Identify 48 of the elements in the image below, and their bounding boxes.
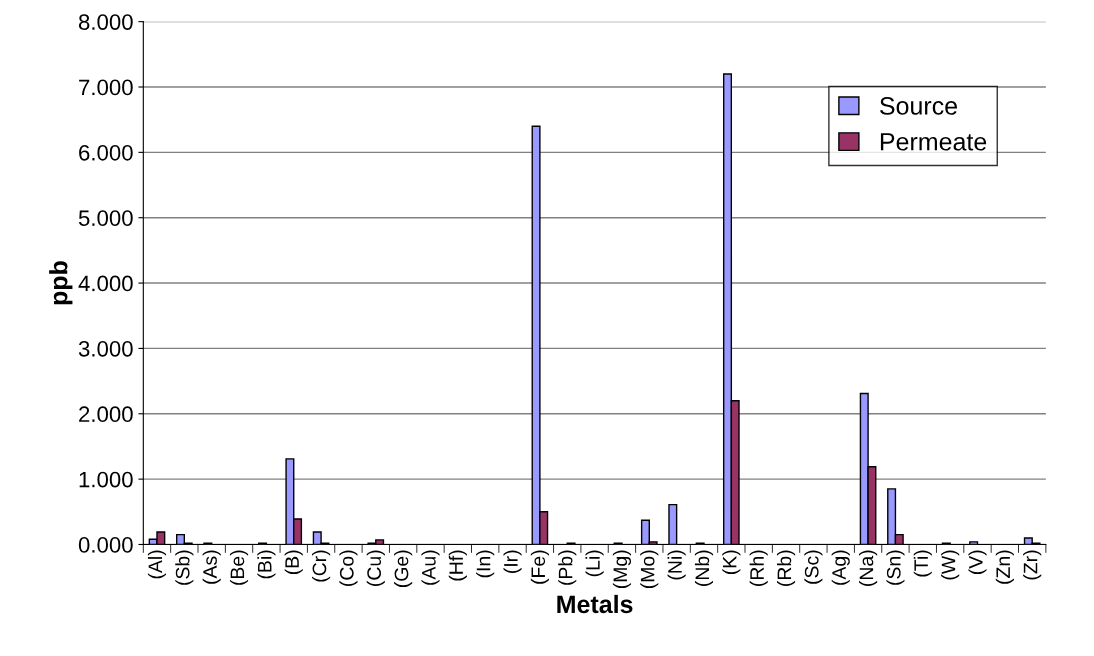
y-tick-label: 2.000	[79, 406, 133, 423]
x-tick-label: (Ni)	[667, 550, 686, 580]
y-axis-title: ppb	[49, 261, 73, 305]
bar	[668, 503, 678, 545]
x-tick-label: (Sc)	[804, 550, 823, 584]
x-tick-label: (Ti)	[913, 550, 932, 577]
y-tick-label: 1.000	[79, 471, 133, 488]
x-tick-label: (Zn)	[995, 550, 1014, 584]
x-tick-label: (Sb)	[175, 550, 194, 585]
x-tick-label: (V)	[968, 550, 987, 575]
x-tick-label: (Cu)	[366, 550, 385, 586]
y-tick-label: 4.000	[78, 275, 133, 292]
x-tick-label: (Cr)	[312, 550, 331, 582]
x-tick-label: (W)	[941, 550, 960, 580]
x-tick-label: (Nb)	[694, 550, 714, 586]
x-tick-label: (Mo)	[640, 550, 659, 589]
y-tick-label: 5.000	[78, 210, 133, 226]
x-tick-label: (Co)	[339, 550, 358, 586]
x-tick-label: (Ir)	[503, 550, 522, 573]
x-tick-label: (Mg)	[612, 550, 631, 589]
x-tick-label: (Bi)	[257, 550, 276, 579]
x-tick-label: (Au)	[421, 550, 440, 585]
x-tick-label: (In)	[476, 550, 495, 578]
x-tick-label: (Sn)	[886, 550, 905, 585]
x-tick-label: (Hf)	[448, 550, 467, 581]
y-tick-label: 0.000	[78, 537, 133, 553]
x-axis-title: Metals	[557, 594, 633, 614]
legend-label: Source	[880, 97, 957, 115]
x-tick-label: (Fe)	[530, 550, 549, 584]
y-tick-label: 8.000	[78, 14, 133, 30]
x-tick-label: (Na)	[859, 550, 878, 586]
x-tick-label: (B)	[284, 550, 303, 575]
y-tick-label: 3.000	[78, 340, 133, 357]
x-tick-label: (Ge)	[394, 550, 413, 588]
x-tick-label: (Al)	[147, 550, 167, 579]
x-tick-label: (K)	[722, 550, 741, 575]
x-tick-label: (Zr)	[1023, 550, 1042, 580]
y-tick-label: 7.000	[79, 79, 133, 96]
bar	[969, 541, 979, 545]
x-tick-label: (Be)	[229, 550, 249, 585]
x-tick-label: (Rh)	[749, 550, 768, 586]
x-tick-label: (Li)	[585, 550, 604, 577]
x-tick-label: (Rb)	[776, 550, 796, 586]
x-tick-label: (Ag)	[831, 550, 850, 585]
y-tick-label: 6.000	[79, 144, 133, 161]
x-tick-label: (Pb)	[558, 550, 577, 585]
legend-label: Permeate	[880, 133, 987, 151]
x-tick-label: (As)	[202, 550, 221, 584]
